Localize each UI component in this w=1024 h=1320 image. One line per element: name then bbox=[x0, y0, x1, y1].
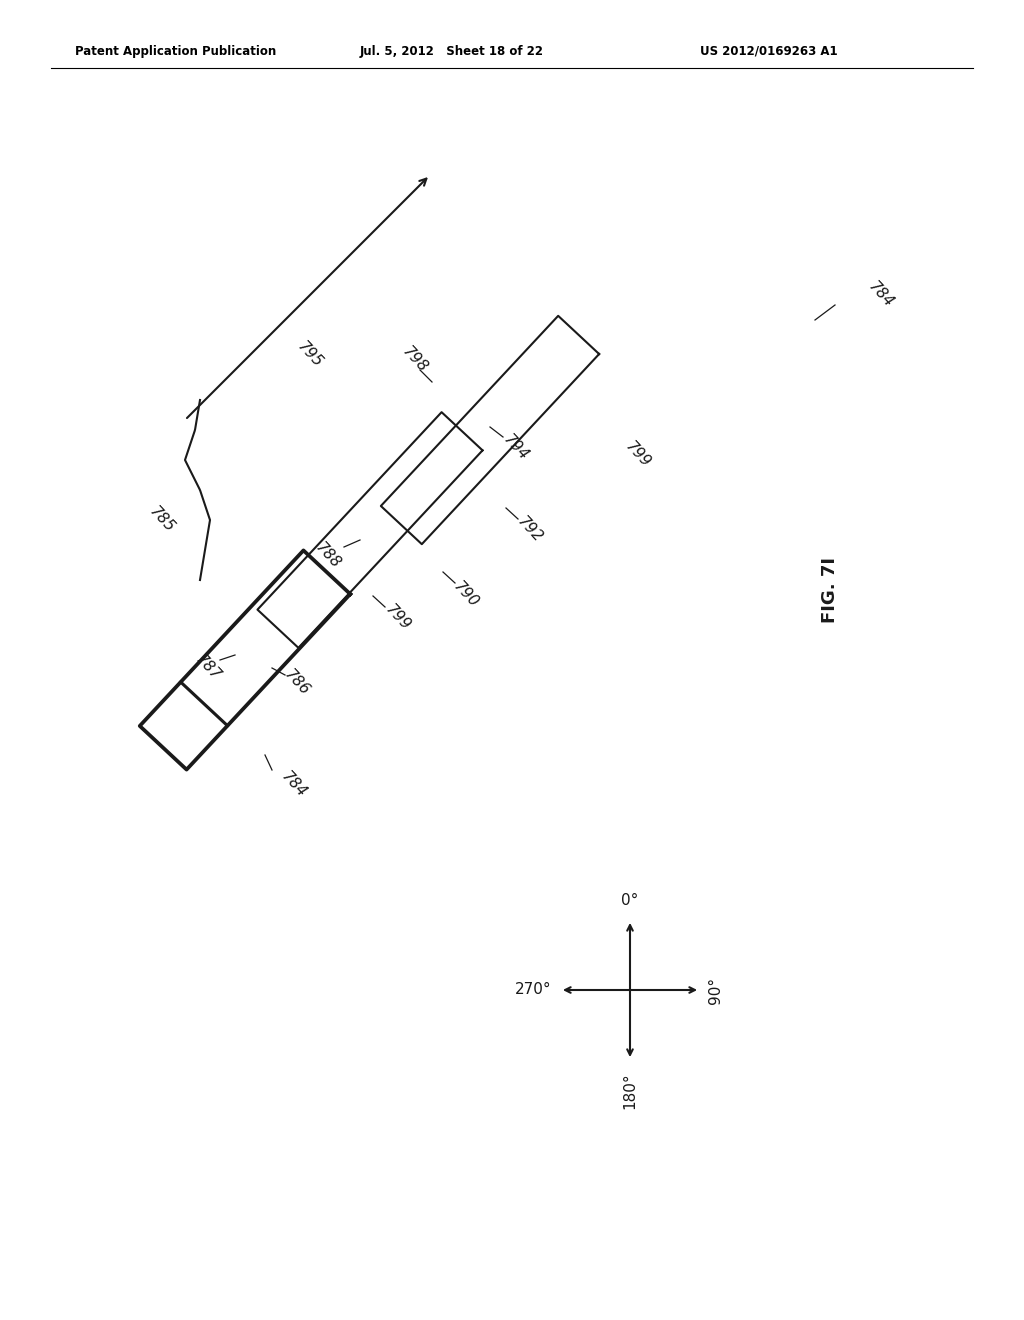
Text: 270°: 270° bbox=[515, 982, 552, 998]
Text: Jul. 5, 2012   Sheet 18 of 22: Jul. 5, 2012 Sheet 18 of 22 bbox=[360, 45, 544, 58]
Text: 795: 795 bbox=[295, 339, 326, 371]
Text: FIG. 7I: FIG. 7I bbox=[821, 557, 839, 623]
Text: 799: 799 bbox=[383, 602, 414, 634]
Text: 784: 784 bbox=[865, 280, 896, 310]
Text: 180°: 180° bbox=[623, 1072, 638, 1109]
Text: 784: 784 bbox=[278, 770, 309, 801]
Text: 787: 787 bbox=[193, 652, 223, 684]
Text: US 2012/0169263 A1: US 2012/0169263 A1 bbox=[700, 45, 838, 58]
Text: 799: 799 bbox=[623, 440, 653, 471]
Text: 90°: 90° bbox=[708, 977, 723, 1003]
Text: 790: 790 bbox=[451, 579, 481, 611]
Text: 0°: 0° bbox=[622, 894, 639, 908]
Text: 792: 792 bbox=[514, 515, 546, 545]
Text: 794: 794 bbox=[501, 432, 531, 463]
Text: 798: 798 bbox=[399, 345, 430, 376]
Text: 786: 786 bbox=[282, 667, 312, 698]
Text: 788: 788 bbox=[312, 540, 343, 572]
Text: Patent Application Publication: Patent Application Publication bbox=[75, 45, 276, 58]
Text: 785: 785 bbox=[146, 504, 177, 536]
